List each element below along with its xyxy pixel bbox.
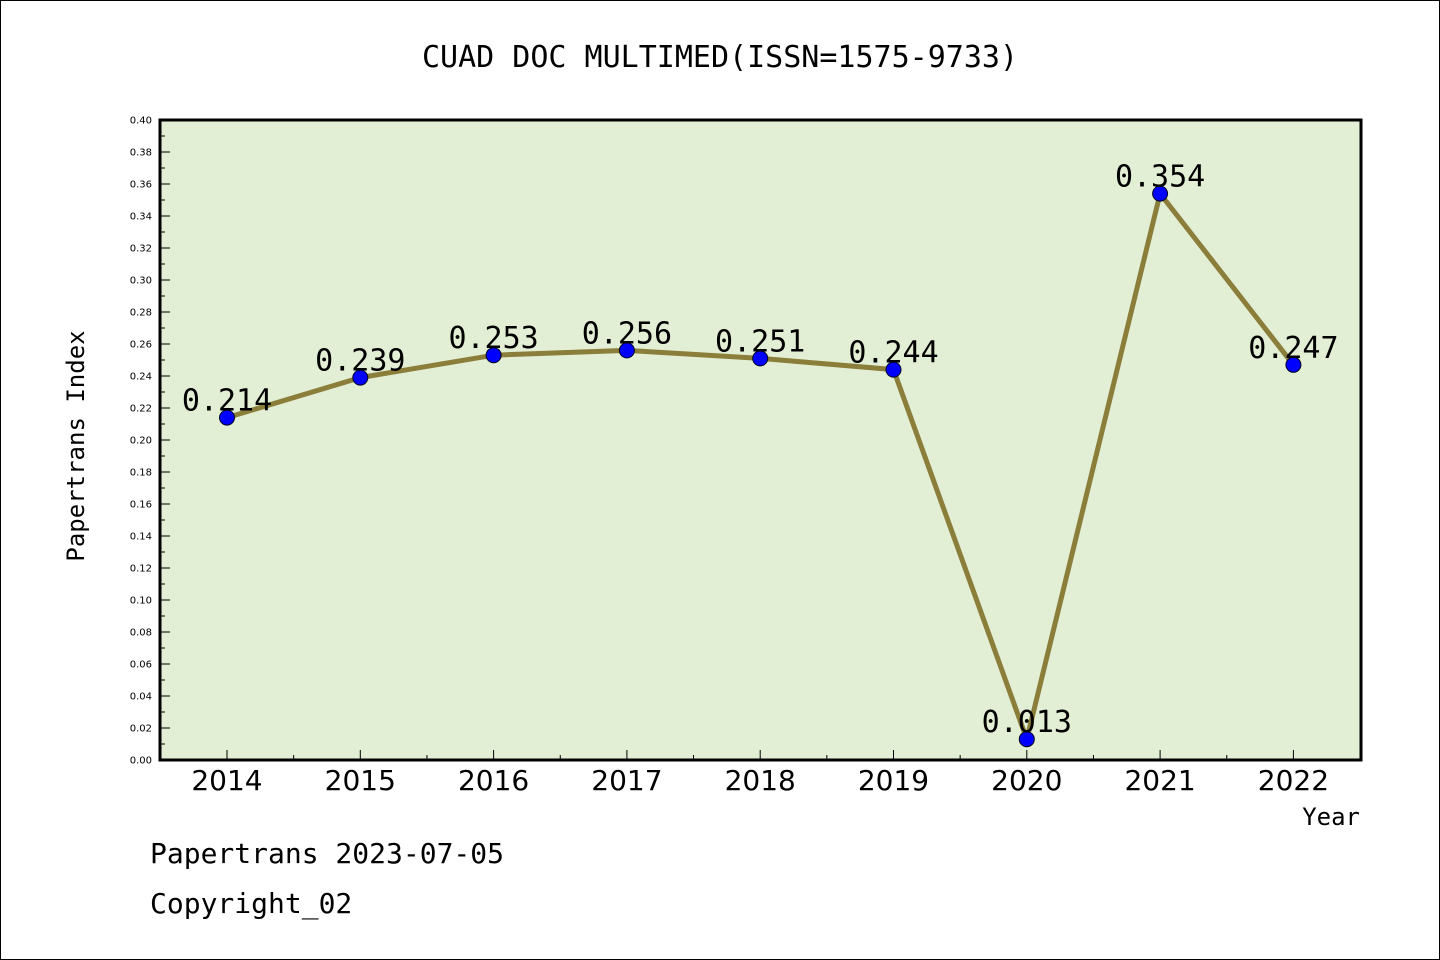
x-tick-label: 2022	[1258, 764, 1329, 797]
data-point	[219, 409, 235, 426]
data-label: 0.247	[1248, 331, 1338, 366]
y-tick-label: 0.28	[130, 308, 152, 319]
y-tick-label: 0.20	[130, 436, 152, 447]
y-axis-ticks: 0.00 0.02 0.04 0.06 0.08 0.10 0.12 0.14 0.16 0.18…	[130, 116, 170, 767]
y-tick-label: 0.08	[130, 628, 152, 639]
x-tick-label: 2019	[858, 764, 929, 797]
data-point	[1018, 731, 1035, 748]
y-tick-label: 0.02	[130, 724, 152, 735]
y-tick-label: 0.34	[130, 212, 152, 223]
y-tick-label: 0.10	[130, 596, 152, 607]
x-axis-ticks: 2014 2015 2016 2017 2018 2019 2020 2021 2022	[191, 750, 1329, 797]
footer-date: Papertrans 2023-07-05	[150, 837, 504, 870]
series-group: 0.214 0.239 0.253 0.256 0.251 0.244 0.013 0.354…	[182, 160, 1339, 748]
y-tick-label: 0.04	[130, 692, 152, 703]
data-point	[485, 347, 502, 364]
y-tick-label: 0.26	[130, 340, 152, 351]
y-tick-label: 0.22	[130, 404, 152, 415]
chart-title: CUAD DOC MULTIMED(ISSN=1575-9733)	[422, 40, 1018, 75]
plot-area	[158, 118, 1363, 762]
data-label: 0.251	[715, 324, 805, 359]
data-point	[1152, 185, 1169, 202]
x-tick-label: 2020	[991, 764, 1062, 797]
y-axis-label: Papertrans Index	[62, 330, 90, 561]
y-tick-label: 0.40	[130, 116, 152, 127]
data-label: 0.354	[1115, 160, 1205, 195]
x-axis-label: Year	[1302, 803, 1360, 831]
data-point	[1285, 356, 1302, 373]
y-tick-label: 0.32	[130, 244, 152, 255]
y-tick-label: 0.14	[130, 532, 152, 543]
x-tick-label: 2018	[725, 764, 796, 797]
data-point	[352, 369, 369, 386]
y-tick-label: 0.00	[130, 756, 152, 767]
data-point	[618, 342, 635, 359]
x-tick-label: 2015	[325, 764, 396, 797]
data-point	[752, 350, 769, 367]
y-tick-label: 0.16	[130, 500, 152, 511]
x-tick-label: 2014	[191, 764, 262, 797]
y-tick-label: 0.12	[130, 564, 152, 575]
data-label: 0.214	[182, 384, 272, 419]
x-tick-label: 2017	[591, 764, 662, 797]
data-label: 0.256	[582, 316, 672, 351]
x-tick-label: 2021	[1124, 764, 1195, 797]
data-label: 0.239	[315, 344, 405, 379]
data-label: 0.244	[848, 336, 938, 371]
footer-copyright: Copyright_02	[150, 887, 352, 921]
y-tick-label: 0.24	[130, 372, 152, 383]
y-tick-label: 0.36	[130, 180, 152, 191]
x-tick-label: 2016	[458, 764, 529, 797]
data-label: 0.013	[982, 705, 1072, 740]
data-label: 0.253	[448, 321, 538, 356]
data-point	[885, 361, 902, 378]
y-tick-label: 0.18	[130, 468, 152, 479]
y-tick-label: 0.06	[130, 660, 152, 671]
y-tick-label: 0.38	[130, 148, 152, 159]
y-tick-label: 0.30	[130, 276, 152, 287]
